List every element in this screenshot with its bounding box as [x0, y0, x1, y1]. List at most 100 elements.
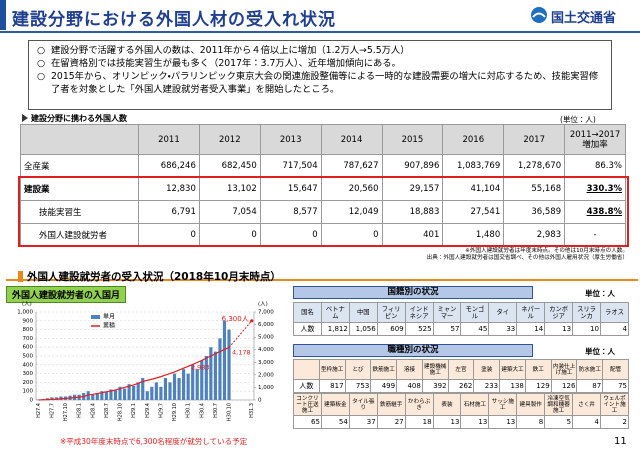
- data-table: 2011 2012 2013 2014 2015 2016 2017 2011→2017 増加…: [20, 124, 626, 247]
- header-row: 型枠施工 とび 鉄筋施工 溶接 建設機械施工 左官 塗装 建築大工 鉄工 内装仕上げ施工 防水施工配…: [293, 359, 629, 380]
- column-header: 左官: [447, 359, 475, 380]
- bar: [122, 388, 127, 400]
- bar: [127, 384, 131, 400]
- y2-tick-label: 6,000: [258, 322, 274, 328]
- cell: 75: [602, 379, 629, 393]
- column-header: かわらぶき: [404, 393, 434, 416]
- bar: [177, 378, 181, 400]
- x-tick-label: H28.4: [90, 403, 96, 418]
- cell: 1,480: [442, 223, 505, 247]
- bullet-text: 2015年から、オリンピック・パラリンピック東京大会の関連施設整備等による一時的…: [51, 71, 599, 95]
- row-label: 全産業: [20, 154, 139, 178]
- bar: [218, 338, 222, 400]
- x-tick-label: H28.7: [104, 403, 110, 418]
- bullet: ○ 建設分野で活躍する外国人の数は、2011年から４倍以上に増加（1.2万人→5.…: [37, 45, 410, 56]
- cell: 27,541: [442, 200, 505, 224]
- column-header: スリランカ: [572, 302, 601, 323]
- x-tick-label: H29.10: [172, 403, 178, 421]
- legend-label: 単月: [103, 313, 115, 321]
- x-tick-label: H30.7: [213, 403, 219, 418]
- cell: 8: [516, 415, 546, 429]
- value-label: 4,178: [232, 348, 251, 356]
- cell: 12,830: [138, 177, 200, 201]
- cell: 907,896: [381, 154, 444, 178]
- chart-title: 外国人建設就労者の入国月: [6, 286, 127, 303]
- x-tick-label: H29.1: [131, 403, 137, 418]
- column-header: モンゴル: [460, 302, 490, 323]
- y-tick-label: 1,000: [17, 310, 33, 316]
- cell: 87: [576, 379, 604, 393]
- bar: [195, 369, 199, 400]
- cell: 717,504: [259, 154, 322, 178]
- value-row: 人数 1,812 1,056 609 525 57 45 33 14 13 10 4: [293, 322, 630, 336]
- bar: [95, 392, 99, 400]
- cell: 45: [460, 322, 490, 336]
- row-label: 建設業: [20, 177, 139, 201]
- x-tick-label: H29.4: [145, 403, 151, 418]
- panel-title: 国籍別の状況: [293, 286, 533, 299]
- cell: 10: [572, 322, 601, 336]
- y2-tick-label: 2,000: [258, 372, 274, 378]
- table-title: 建設分野に携わる外国人数: [31, 114, 127, 123]
- bar: [213, 351, 217, 400]
- cell: 55,168: [503, 177, 566, 201]
- cell: 57: [432, 322, 462, 336]
- cell: 18,883: [381, 200, 444, 224]
- cell: 1,278,670: [503, 154, 566, 178]
- column-header: ミャンマー: [432, 302, 462, 323]
- cell: 13: [432, 415, 462, 429]
- column-header: インドネシア: [404, 302, 434, 323]
- cell: 126: [550, 379, 578, 393]
- cell: 1,083,769: [442, 154, 505, 178]
- table-notes: ※外国人建設就労者は年度末時点。その他は10月末時点の人数。 出典：外国人建設就…: [427, 248, 628, 262]
- column-header: 鉄工: [524, 359, 552, 380]
- column-header: 溶接: [396, 359, 423, 380]
- cell: 18: [404, 415, 434, 429]
- y-tick-label: 500: [23, 354, 34, 360]
- heading-marker: [22, 114, 28, 122]
- table-row: 外国人建設就労者 0 0 0 0 401 1,480 2,983-: [20, 223, 626, 247]
- cell: 人数: [293, 379, 320, 393]
- bullet-text: 在留資格別では技能実習生が最も多く（2017年：3.7万人）、近年増加傾向にある…: [51, 58, 401, 69]
- summary-box: ○ 建設分野で活躍する外国人の数は、2011年から４倍以上に増加（1.2万人→5.…: [28, 40, 612, 110]
- cell: 408: [396, 379, 423, 393]
- column-header: 石材施工: [460, 393, 490, 416]
- bar: [172, 373, 177, 400]
- nationality-table: 国名 ベトナム 中国 フィリピン インドネシア ミャンマー モンゴル タイ ネパール カンボジアス…: [293, 302, 630, 336]
- y-tick-label: 400: [23, 362, 34, 368]
- value-row: 人数 817 753 499 408 392 262 233 138 129 126 87 75: [293, 379, 629, 393]
- cell: 525: [404, 322, 434, 336]
- column-header: ウェルポイント施工: [599, 393, 630, 416]
- header-row: 国名 ベトナム 中国 フィリピン インドネシア ミャンマー モンゴル タイ ネパール カンボジアス…: [293, 302, 630, 323]
- y2-axis-label: (人): [258, 302, 268, 308]
- bar: [182, 369, 186, 400]
- bar: [186, 373, 190, 400]
- bar: [86, 391, 90, 400]
- cell: 262: [447, 379, 475, 393]
- cell: 682,450: [198, 154, 261, 178]
- column-header: ラオス: [599, 302, 630, 323]
- table-unit: (単位：人): [560, 115, 596, 124]
- column-header: 防水施工: [576, 359, 604, 380]
- projection-line: [228, 320, 253, 348]
- cell: 13,102: [198, 177, 261, 201]
- bar: [200, 360, 204, 400]
- bar: [132, 385, 136, 400]
- section-title: 外国人建設就労者の受入状況（2018年10月末時点）: [27, 271, 281, 283]
- bullet-text: 建設分野で活躍する外国人の数は、2011年から４倍以上に増加（1.2万人→5.5…: [51, 45, 410, 56]
- column-header: 建具製作: [516, 393, 546, 416]
- cell: 817: [318, 379, 346, 393]
- title-rule: [0, 31, 640, 33]
- line: [38, 346, 230, 401]
- cell: 2,983: [503, 223, 566, 247]
- value-label: 6,300人: [222, 315, 249, 323]
- x-tick-label: H31.3: [249, 403, 255, 418]
- bar: [100, 391, 104, 400]
- cell: 138: [499, 379, 526, 393]
- x-tick-label: H27.7: [49, 403, 55, 418]
- y-tick-label: 700: [23, 336, 34, 342]
- y2-tick-label: 1,000: [258, 385, 274, 391]
- bar: [168, 382, 172, 400]
